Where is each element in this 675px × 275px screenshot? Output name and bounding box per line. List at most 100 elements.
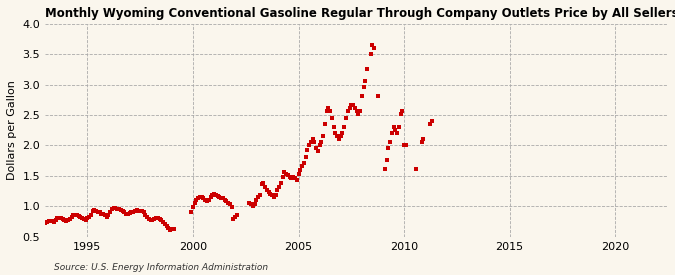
Point (260, 185, 271, 190)
Point (390, 128, 401, 132)
Point (126, 210, 137, 214)
Point (319, 121, 330, 126)
Point (369, 46, 379, 50)
Point (330, 131, 341, 135)
Point (400, 143, 411, 147)
Point (315, 143, 325, 147)
Point (40, 221, 51, 226)
Text: Source: U.S. Energy Information Administration: Source: U.S. Energy Information Administ… (54, 263, 268, 272)
Point (221, 199, 232, 203)
Point (304, 143, 315, 147)
Point (49, 220, 59, 224)
Point (293, 172, 304, 176)
Point (223, 200, 234, 205)
Point (395, 112, 406, 117)
Point (288, 174, 298, 179)
Point (47, 219, 57, 224)
Point (161, 224, 172, 228)
Point (344, 106, 355, 111)
Point (256, 182, 267, 187)
Point (261, 188, 272, 193)
Point (131, 208, 142, 212)
Point (196, 194, 207, 199)
Point (167, 227, 178, 232)
Point (95, 210, 105, 214)
Point (122, 212, 133, 216)
Point (119, 210, 130, 214)
Point (351, 109, 362, 114)
Point (365, 51, 376, 56)
Point (292, 178, 302, 182)
Point (346, 103, 356, 108)
Point (386, 131, 397, 135)
Point (86, 213, 97, 218)
Point (295, 168, 306, 173)
Point (63, 218, 74, 222)
Point (254, 192, 265, 197)
Point (128, 210, 138, 214)
Point (130, 208, 140, 213)
Point (78, 217, 89, 221)
Point (356, 94, 367, 98)
Point (286, 176, 297, 180)
Point (186, 210, 196, 214)
Point (313, 149, 323, 153)
Point (247, 204, 258, 208)
Point (117, 209, 128, 213)
Point (416, 140, 427, 144)
Point (54, 216, 65, 220)
Point (148, 217, 159, 221)
Point (52, 216, 63, 221)
Point (142, 215, 153, 219)
Point (193, 196, 204, 200)
Point (121, 211, 132, 216)
Point (98, 212, 109, 216)
Point (219, 197, 230, 202)
Point (101, 214, 112, 219)
Point (57, 217, 68, 221)
Point (323, 106, 334, 111)
Point (392, 131, 402, 135)
Point (251, 197, 262, 202)
Point (290, 176, 300, 180)
Point (325, 109, 335, 114)
Point (99, 213, 110, 218)
Point (335, 134, 346, 138)
Point (411, 167, 422, 171)
Point (87, 208, 98, 213)
Point (92, 210, 103, 214)
Point (105, 210, 115, 214)
Point (427, 118, 437, 123)
Point (50, 218, 61, 222)
Point (230, 214, 240, 219)
Point (145, 218, 156, 222)
Point (394, 125, 404, 129)
Point (189, 200, 200, 205)
Point (61, 219, 72, 223)
Point (151, 216, 161, 220)
Point (55, 216, 66, 221)
Point (337, 131, 348, 135)
Point (159, 222, 170, 226)
Point (96, 211, 107, 216)
Point (209, 191, 219, 196)
Point (348, 103, 358, 108)
Point (332, 134, 343, 138)
Point (66, 214, 77, 219)
Point (84, 215, 95, 219)
Point (418, 137, 429, 141)
Point (205, 194, 216, 199)
Point (144, 217, 155, 221)
Point (77, 216, 88, 221)
Point (270, 192, 281, 197)
Point (318, 134, 329, 138)
Text: Monthly Wyoming Conventional Gasoline Regular Through Company Outlets Price by A: Monthly Wyoming Conventional Gasoline Re… (45, 7, 675, 20)
Point (383, 146, 394, 150)
Point (153, 216, 163, 220)
Point (75, 215, 86, 219)
Point (263, 190, 274, 194)
Point (272, 188, 283, 193)
Point (124, 211, 135, 215)
Point (342, 109, 353, 114)
Point (381, 158, 392, 162)
